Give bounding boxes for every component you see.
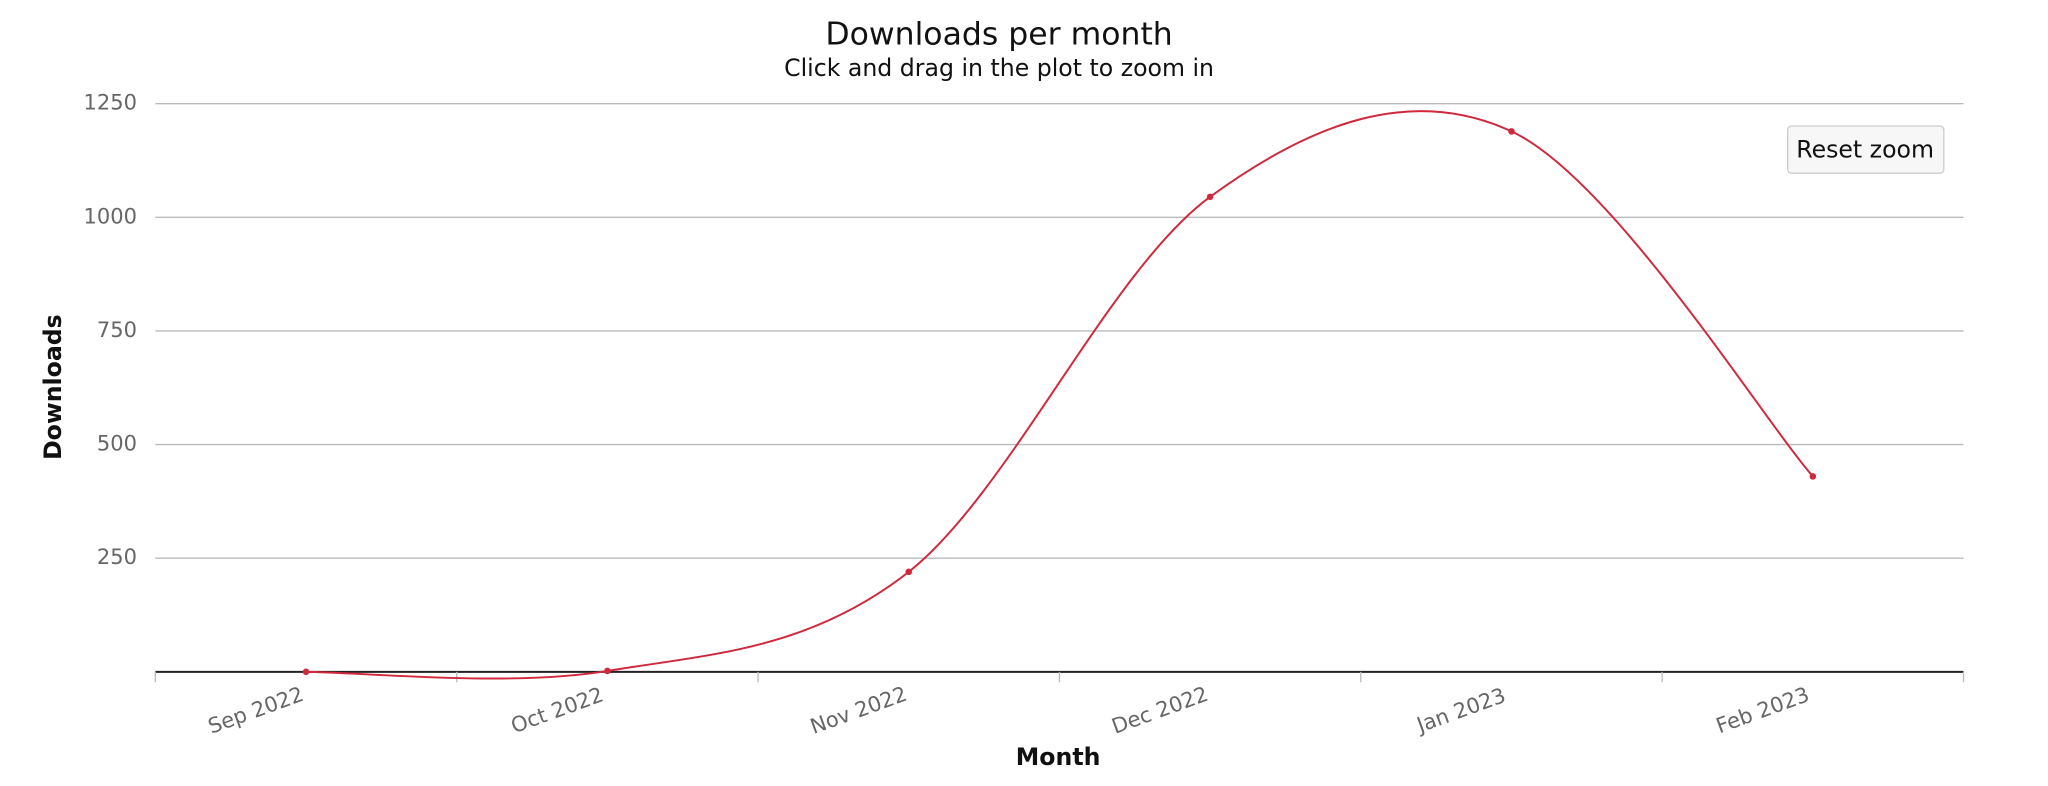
button-label[interactable]: Reset zoom <box>1796 135 1934 163</box>
x-axis-title: Month <box>1016 743 1101 771</box>
y-tick-label: 250 <box>97 545 137 569</box>
reset-zoom-button[interactable]: Reset zoom <box>1787 125 1945 174</box>
y-tick-label: 1000 <box>84 204 137 228</box>
point <box>1206 193 1214 201</box>
line <box>306 110 1814 680</box>
x-tick-label: Oct 2022 <box>508 683 607 739</box>
x-tick-label: Nov 2022 <box>807 682 910 739</box>
chart-title: Downloads per month <box>825 16 1172 52</box>
button-box[interactable] <box>1787 125 1945 174</box>
y-tick-label: 1250 <box>84 91 137 115</box>
y-tick-label: 750 <box>97 318 137 342</box>
point <box>905 568 913 576</box>
x-tick-label: Dec 2022 <box>1108 682 1211 739</box>
y-tick-label: 500 <box>97 432 137 456</box>
x-tick-label: Feb 2023 <box>1713 682 1813 738</box>
x-tick-label: Jan 2023 <box>1412 683 1509 738</box>
point <box>604 667 611 675</box>
point <box>1809 473 1817 480</box>
point <box>1508 128 1515 135</box>
y-axis-title: Downloads <box>39 314 67 460</box>
point <box>302 668 310 676</box>
x-tick-label: Sep 2022 <box>205 682 307 739</box>
chart-subtitle: Click and drag in the plot to zoom in <box>784 54 1214 82</box>
